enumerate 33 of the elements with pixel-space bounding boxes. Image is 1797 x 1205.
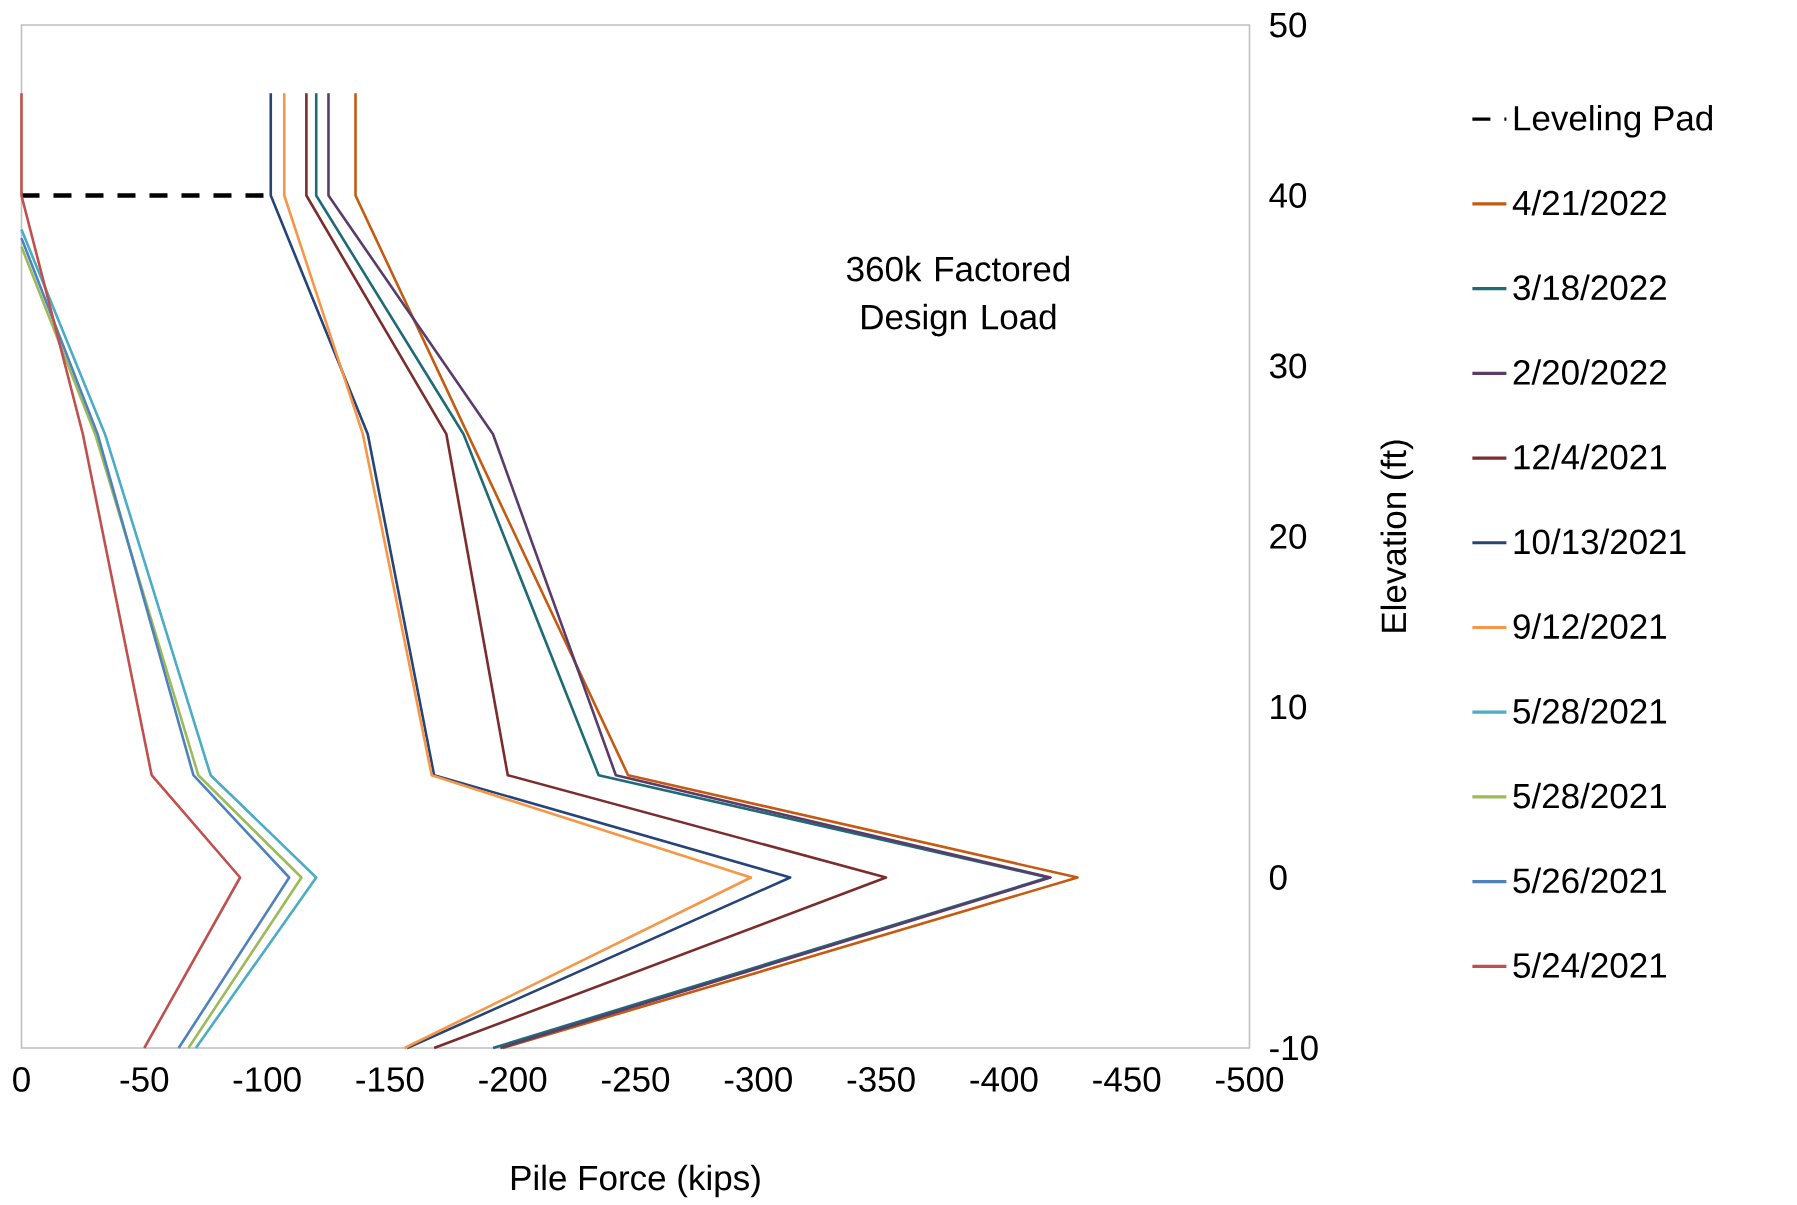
x-tick-label: -450 bbox=[1093, 1067, 1161, 1092]
line-series bbox=[20, 91, 242, 1050]
x-tick-label: -200 bbox=[479, 1067, 547, 1092]
y-tick-label: 0 bbox=[1269, 865, 1287, 890]
x-tick-label: -50 bbox=[120, 1067, 169, 1092]
x-tick-label: -350 bbox=[847, 1067, 915, 1092]
y-tick-label: 40 bbox=[1269, 183, 1307, 208]
x-tick-label: -250 bbox=[602, 1067, 670, 1092]
y-tick-label: 30 bbox=[1269, 353, 1307, 379]
legend-label: 4/21/2022 bbox=[1512, 189, 1666, 216]
x-tick-label: -150 bbox=[356, 1067, 424, 1092]
legend-label: Leveling Pad bbox=[1514, 104, 1713, 138]
x-tick-label: 0 bbox=[13, 1067, 30, 1092]
legend-label: 5/28/2021 bbox=[1513, 782, 1666, 809]
y-tick-label: -10 bbox=[1270, 1035, 1318, 1061]
legend-label: 10/13/2021 bbox=[1514, 528, 1686, 555]
x-axis-title: Pile Force (kips) bbox=[511, 1164, 760, 1198]
x-tick-label: -100 bbox=[233, 1067, 301, 1092]
x-tick-label: -500 bbox=[1216, 1067, 1284, 1092]
legend-label: 5/24/2021 bbox=[1513, 952, 1666, 978]
legend-label: 12/4/2021 bbox=[1514, 443, 1666, 470]
legend-label: 2/20/2022 bbox=[1513, 359, 1666, 385]
y-tick-label: 20 bbox=[1270, 524, 1307, 549]
legend-label: 5/28/2021 bbox=[1513, 698, 1666, 724]
y-axis-title: Elevation (ft) bbox=[1380, 440, 1414, 632]
x-tick-label: -300 bbox=[724, 1067, 792, 1092]
legend-label: 5/26/2021 bbox=[1513, 867, 1666, 894]
legend-label: 9/12/2021 bbox=[1513, 613, 1666, 640]
x-tick-label: -400 bbox=[970, 1067, 1038, 1092]
annotation: 360k Factored Design Load bbox=[846, 255, 1070, 337]
y-tick-label: 10 bbox=[1271, 694, 1307, 720]
legend-label: 3/18/2022 bbox=[1513, 274, 1666, 301]
y-tick-label: 50 bbox=[1269, 12, 1307, 38]
